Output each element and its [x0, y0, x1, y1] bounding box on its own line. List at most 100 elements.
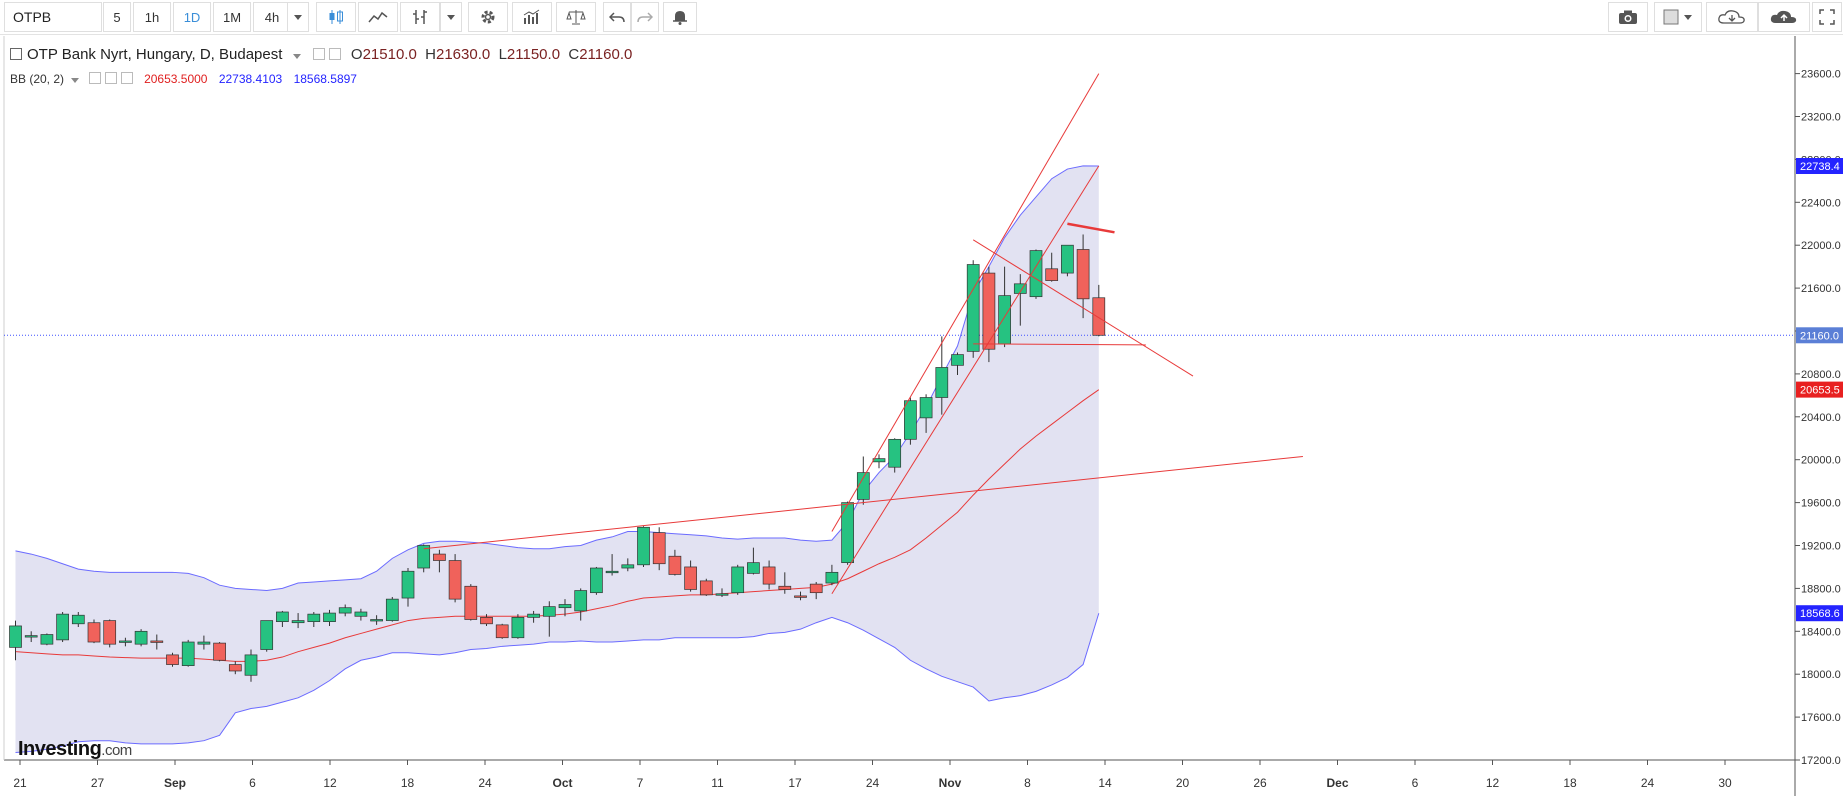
- high-label: H: [425, 46, 436, 63]
- candle-body: [1013, 283, 1027, 294]
- interval-1d-button[interactable]: 1D: [173, 2, 211, 32]
- y-tick-label: 17600.0: [1801, 712, 1841, 724]
- x-tick-label: 14: [1098, 776, 1112, 790]
- candle: [1061, 244, 1074, 277]
- settings-button[interactable]: [468, 2, 508, 32]
- bell-icon: [673, 11, 687, 25]
- chevron-down-icon[interactable]: [71, 78, 80, 83]
- low-value: 21150.0: [506, 46, 561, 63]
- bb-label: BB (20, 2): [10, 72, 65, 86]
- chevron-down-icon[interactable]: [292, 54, 301, 59]
- candle: [966, 260, 980, 358]
- eye-icon[interactable]: [312, 48, 325, 60]
- bar-style-button[interactable]: [400, 2, 440, 32]
- fullscreen-icon: [1819, 9, 1835, 25]
- price-tag-label: 21160.0: [1800, 330, 1839, 342]
- undo-icon: [609, 12, 625, 23]
- interval-1h-button[interactable]: 1h: [133, 2, 171, 32]
- investing-logo: Investing.com: [18, 738, 132, 760]
- layout-button[interactable]: [1654, 2, 1702, 32]
- load-chart-button[interactable]: [1706, 2, 1758, 32]
- candle-body: [542, 606, 556, 617]
- interval-5-button[interactable]: 5: [103, 2, 131, 32]
- gear-icon[interactable]: [328, 48, 341, 60]
- gear-icon[interactable]: [104, 72, 117, 84]
- candle-style-button[interactable]: [316, 2, 356, 32]
- candle: [338, 604, 352, 617]
- candle-body: [166, 654, 179, 665]
- y-tick-label: 18000.0: [1801, 669, 1841, 681]
- candle: [951, 352, 964, 375]
- trendline: [831, 73, 1100, 532]
- redo-button[interactable]: [631, 2, 659, 32]
- candle: [1076, 234, 1090, 319]
- candle: [323, 609, 336, 626]
- candle: [542, 601, 556, 637]
- compare-button[interactable]: [556, 2, 596, 32]
- fullscreen-button[interactable]: [1812, 2, 1842, 32]
- candle: [715, 588, 729, 597]
- close-value: 21160.0: [579, 46, 633, 63]
- interval-1m-button[interactable]: 1M: [213, 2, 251, 32]
- candle-body: [684, 566, 697, 590]
- candle-body: [1076, 249, 1090, 300]
- y-tick-label: 18800.0: [1801, 583, 1841, 595]
- create-alert-button[interactable]: [663, 2, 697, 32]
- bollinger-legend: BB (20, 2) 20653.5000 22738.4103 18568.5…: [10, 72, 357, 86]
- candle: [809, 581, 823, 600]
- candle: [103, 619, 117, 648]
- candle: [982, 266, 996, 363]
- candle: [684, 560, 697, 592]
- candle-body: [1061, 244, 1074, 274]
- candle-body: [652, 532, 666, 565]
- y-tick-label: 19600.0: [1801, 498, 1841, 510]
- eye-icon[interactable]: [88, 72, 101, 84]
- candle-body: [307, 613, 321, 622]
- price-tag-box: [1796, 158, 1843, 175]
- interval-4h-button[interactable]: 4h: [253, 2, 291, 32]
- candle: [213, 642, 226, 662]
- high-value: 21630.0: [436, 46, 491, 63]
- price-tag-box: [1796, 327, 1843, 344]
- collapse-legend-icon[interactable]: [10, 48, 22, 60]
- candlestick-series: [9, 234, 1106, 682]
- symbol-input[interactable]: [4, 2, 102, 32]
- y-tick-label: 20400.0: [1801, 412, 1841, 424]
- close-icon[interactable]: [120, 72, 133, 84]
- candle-body: [809, 583, 823, 594]
- trendline: [831, 165, 1100, 595]
- chart-style-menu-button[interactable]: [440, 2, 462, 32]
- candle-body: [40, 634, 54, 645]
- candle: [166, 652, 179, 667]
- price-tag-label: 18568.6: [1800, 608, 1840, 620]
- candle-body: [448, 560, 462, 600]
- candle-body: [56, 613, 69, 641]
- screenshot-button[interactable]: [1608, 2, 1648, 32]
- candle: [24, 631, 38, 643]
- candle-body: [495, 624, 509, 639]
- candle: [778, 572, 792, 594]
- interval-menu-button[interactable]: [287, 2, 309, 32]
- candle: [370, 615, 383, 625]
- candle-body: [982, 272, 996, 350]
- candle-body: [433, 553, 446, 561]
- candle-body: [417, 545, 431, 569]
- line-style-button[interactable]: [358, 2, 398, 32]
- save-chart-button[interactable]: [1758, 2, 1810, 32]
- y-tick-label: 22000.0: [1801, 240, 1841, 252]
- x-tick-label: 24: [478, 776, 492, 790]
- open-value: 21510.0: [362, 46, 417, 63]
- x-tick-label: 8: [1024, 776, 1031, 790]
- y-tick-label: 22400.0: [1801, 197, 1841, 209]
- bollinger-band-lines: [15, 165, 1100, 753]
- candle: [119, 637, 132, 647]
- indicators-button[interactable]: [512, 2, 552, 32]
- candle-body: [150, 640, 164, 643]
- x-tick-label: 6: [1412, 776, 1419, 790]
- x-tick-label: 21: [13, 776, 27, 790]
- candle-body: [621, 564, 635, 569]
- undo-button[interactable]: [603, 2, 631, 32]
- camera-icon: [1619, 10, 1637, 24]
- trendline: [423, 455, 1303, 550]
